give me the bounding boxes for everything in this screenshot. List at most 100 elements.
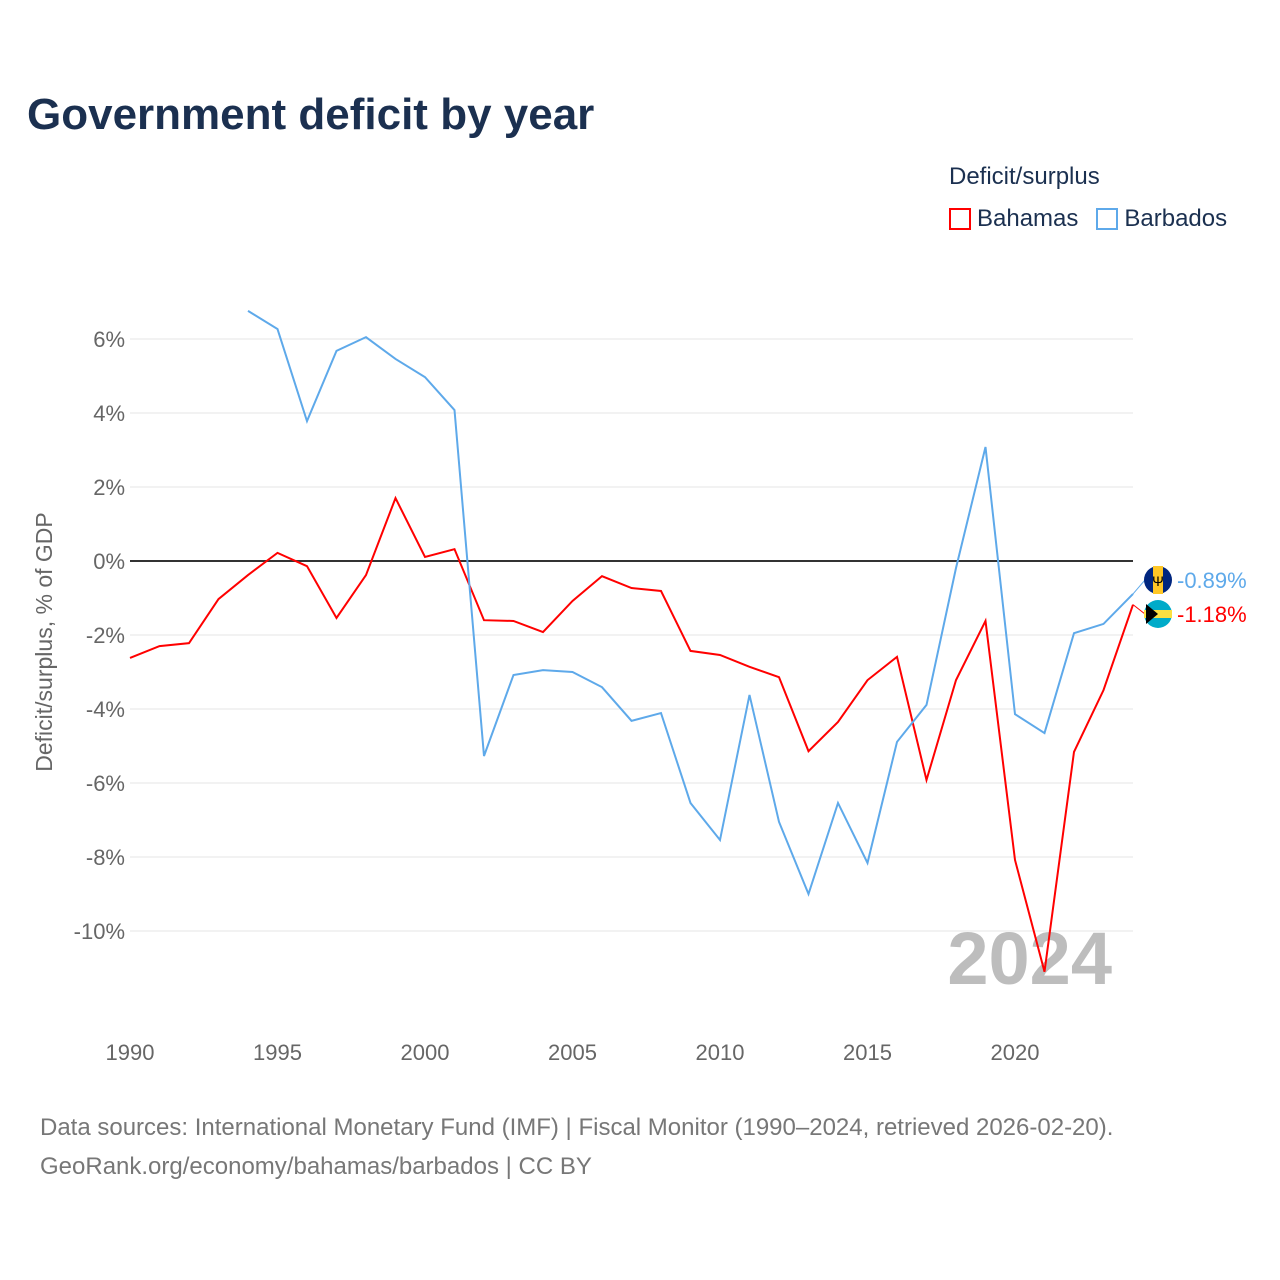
data-point[interactable]: [452, 546, 458, 552]
legend-swatch-bahamas: [949, 208, 971, 230]
end-labels: -1.18% Ψ -0.89%: [1132, 566, 1247, 628]
end-value-label: -1.18%: [1177, 602, 1247, 627]
svg-text:Ψ: Ψ: [1152, 573, 1164, 589]
data-point[interactable]: [304, 563, 310, 569]
data-point[interactable]: [747, 692, 753, 698]
data-point[interactable]: [481, 753, 487, 759]
data-point[interactable]: [481, 617, 487, 623]
legend-item-barbados[interactable]: Barbados: [1096, 205, 1227, 233]
x-tick-label: 1995: [253, 1040, 302, 1065]
data-point[interactable]: [570, 669, 576, 675]
data-point[interactable]: [1071, 749, 1077, 755]
data-point[interactable]: [835, 800, 841, 806]
data-point[interactable]: [1042, 969, 1048, 975]
data-point[interactable]: [894, 739, 900, 745]
x-tick-label: 1990: [106, 1040, 155, 1065]
data-point[interactable]: [363, 334, 369, 340]
y-tick-label: 2%: [93, 475, 125, 500]
data-point[interactable]: [894, 654, 900, 660]
series-line-barbados: [247, 310, 1134, 897]
series-lines: [127, 308, 1134, 975]
data-point[interactable]: [275, 326, 281, 332]
data-point[interactable]: [393, 356, 399, 362]
data-point[interactable]: [511, 672, 517, 678]
data-point[interactable]: [806, 891, 812, 897]
data-point[interactable]: [629, 585, 635, 591]
data-point[interactable]: [806, 748, 812, 754]
data-point[interactable]: [511, 618, 517, 624]
data-point[interactable]: [1071, 630, 1077, 636]
data-point[interactable]: [983, 618, 989, 624]
data-point[interactable]: [717, 652, 723, 658]
data-point[interactable]: [1101, 687, 1107, 693]
data-point[interactable]: [393, 495, 399, 501]
data-point[interactable]: [983, 444, 989, 450]
y-tick-label: 0%: [93, 549, 125, 574]
data-point[interactable]: [363, 572, 369, 578]
data-point[interactable]: [570, 598, 576, 604]
data-point[interactable]: [747, 664, 753, 670]
data-point[interactable]: [924, 777, 930, 783]
y-tick-label: 6%: [93, 327, 125, 352]
legend: Bahamas Barbados: [949, 205, 1227, 233]
data-point[interactable]: [216, 596, 222, 602]
y-tick-label: 4%: [93, 401, 125, 426]
y-tick-label: -10%: [74, 919, 125, 944]
year-watermark: 2024: [947, 917, 1112, 1000]
data-point[interactable]: [629, 718, 635, 724]
data-point[interactable]: [924, 702, 930, 708]
data-point[interactable]: [953, 677, 959, 683]
data-point[interactable]: [452, 407, 458, 413]
data-point[interactable]: [540, 667, 546, 673]
data-point[interactable]: [422, 374, 428, 380]
data-point[interactable]: [658, 710, 664, 716]
legend-title: Deficit/surplus: [949, 163, 1100, 190]
data-point[interactable]: [157, 643, 163, 649]
data-point[interactable]: [334, 615, 340, 621]
series-line-bahamas: [129, 495, 1134, 972]
data-point[interactable]: [304, 418, 310, 424]
data-point[interactable]: [275, 550, 281, 556]
y-tick-label: -6%: [86, 771, 125, 796]
data-point[interactable]: [688, 648, 694, 654]
data-point[interactable]: [865, 677, 871, 683]
flag-icon-bahamas: [1144, 600, 1172, 628]
x-tick-label: 2005: [548, 1040, 597, 1065]
end-connector: [1132, 579, 1146, 595]
data-point[interactable]: [1101, 621, 1107, 627]
data-point[interactable]: [599, 573, 605, 579]
data-point[interactable]: [953, 565, 959, 571]
data-point[interactable]: [599, 684, 605, 690]
data-point[interactable]: [1012, 711, 1018, 717]
data-point[interactable]: [245, 572, 251, 578]
data-point[interactable]: [422, 554, 428, 560]
y-tick-label: -4%: [86, 697, 125, 722]
legend-swatch-barbados: [1096, 208, 1119, 230]
x-tick-label: 2000: [401, 1040, 450, 1065]
data-point[interactable]: [776, 819, 782, 825]
data-point[interactable]: [186, 640, 192, 646]
end-value-label: -0.89%: [1177, 568, 1247, 593]
grid: 6% 4% 2% 0% -2% -4% -6% -8% -10% 1990 1995 2000 2005…: [74, 327, 1133, 1065]
flag-icon-barbados: Ψ: [1144, 566, 1172, 594]
legend-label: Barbados: [1124, 205, 1228, 232]
source-link[interactable]: GeoRank.org/economy/bahamas/barbados | C…: [40, 1153, 592, 1180]
data-point[interactable]: [127, 655, 133, 661]
data-point[interactable]: [1042, 730, 1048, 736]
legend-item-bahamas[interactable]: Bahamas: [949, 205, 1078, 233]
data-point[interactable]: [658, 588, 664, 594]
page-title: Government deficit by year: [27, 90, 595, 139]
data-point[interactable]: [1012, 857, 1018, 863]
data-point[interactable]: [334, 348, 340, 354]
data-point[interactable]: [540, 629, 546, 635]
source-note: Data sources: International Monetary Fun…: [40, 1108, 1113, 1186]
data-point[interactable]: [865, 860, 871, 866]
data-point[interactable]: [835, 719, 841, 725]
x-tick-label: 2020: [991, 1040, 1040, 1065]
data-point[interactable]: [776, 674, 782, 680]
data-point[interactable]: [688, 800, 694, 806]
y-tick-label: -2%: [86, 623, 125, 648]
data-point[interactable]: [717, 837, 723, 843]
y-tick-label: -8%: [86, 845, 125, 870]
data-point[interactable]: [245, 308, 251, 314]
